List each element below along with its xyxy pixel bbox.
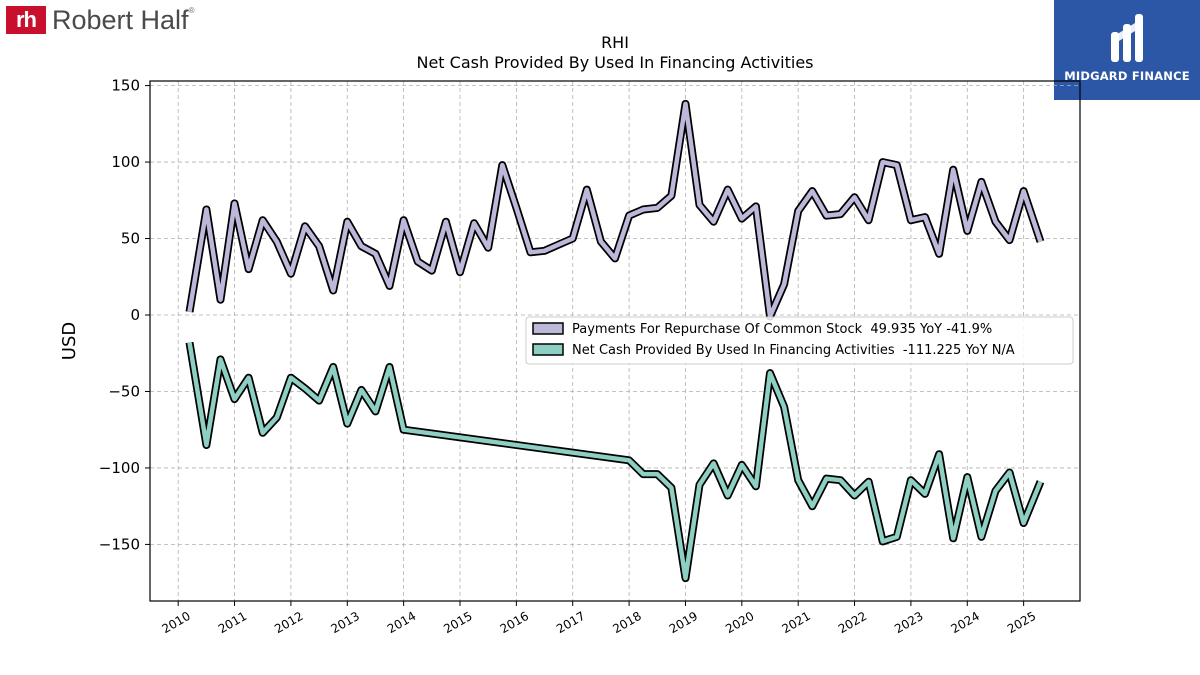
y-tick-label: −150 — [99, 535, 140, 553]
series-line-outline-0 — [185, 99, 1045, 321]
chart-subtitle: Net Cash Provided By Used In Financing A… — [416, 53, 813, 72]
legend-label-repurchase: Payments For Repurchase Of Common Stock … — [572, 322, 992, 337]
y-tick-label: 50 — [121, 230, 140, 248]
x-tick-label: 2016 — [498, 609, 531, 636]
midgard-logo-icon — [1111, 14, 1143, 62]
legend-swatch-repurchase — [532, 322, 564, 335]
legend-box — [525, 316, 1074, 365]
y-tick-label: 100 — [111, 153, 140, 171]
series-layer — [185, 99, 1045, 583]
y-axis: 150 100 50 0 −50 −100 −150 — [99, 77, 150, 553]
legend-label-financing: Net Cash Provided By Used In Financing A… — [572, 343, 1015, 358]
y-tick-label: −100 — [99, 459, 140, 477]
brand-logo: rh Robert Half® — [6, 4, 194, 36]
x-tick-label: 2018 — [610, 609, 643, 636]
brand-name: Robert Half® — [52, 4, 195, 35]
brand-registered-mark: ® — [188, 5, 195, 15]
x-tick-label: 2020 — [723, 609, 756, 636]
chart-title: RHI — [601, 33, 629, 52]
midgard-finance-text: MIDGARD FINANCE — [1064, 69, 1190, 83]
x-tick-label: 2014 — [385, 609, 418, 636]
brand-name-text: Robert Half — [52, 4, 189, 35]
legend-swatch-financing — [532, 343, 564, 356]
series-line-0 — [187, 101, 1043, 319]
y-tick-label: 0 — [130, 306, 140, 324]
x-tick-label: 2015 — [441, 609, 474, 636]
y-tick-label: 150 — [111, 77, 140, 95]
y-axis-label: USD — [59, 322, 80, 360]
midgard-finance-logo: MIDGARD FINANCE — [1054, 0, 1200, 100]
x-tick-label: 2025 — [1005, 609, 1038, 636]
x-tick-label: 2019 — [667, 609, 700, 636]
x-tick-label: 2013 — [329, 609, 362, 636]
series-line-1 — [187, 342, 1043, 581]
x-tick-label: 2017 — [554, 609, 587, 636]
x-tick-label: 2024 — [949, 609, 982, 636]
x-tick-label: 2012 — [272, 609, 305, 636]
x-axis: 2010 2011 2012 2013 2014 2015 2016 2017 2018 2019… — [159, 601, 1038, 636]
x-tick-label: 2022 — [836, 609, 869, 636]
y-tick-label: −50 — [108, 382, 140, 400]
x-tick-label: 2010 — [159, 609, 192, 636]
x-tick-label: 2011 — [216, 609, 249, 636]
brand-mark: rh — [6, 6, 46, 34]
x-tick-label: 2023 — [892, 609, 925, 636]
x-tick-label: 2021 — [779, 609, 812, 636]
legend: Payments For Repurchase Of Common Stock … — [525, 316, 1074, 365]
plot-frame — [149, 80, 1081, 602]
